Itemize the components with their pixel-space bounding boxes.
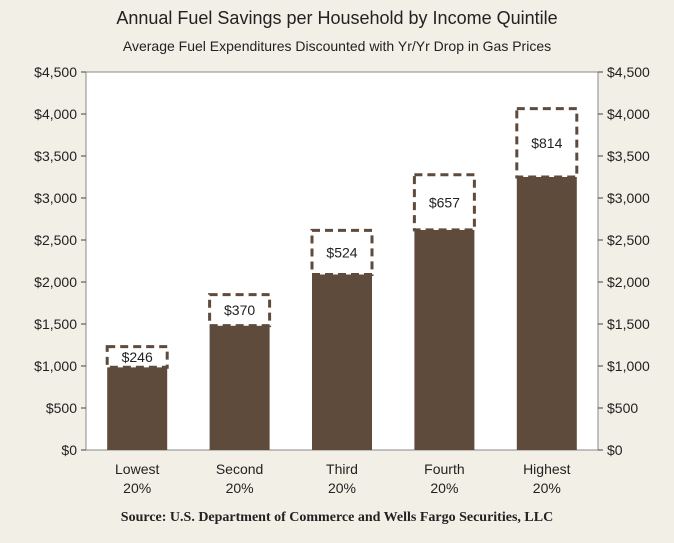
x-tick-label: 20% <box>123 480 151 496</box>
x-tick-label: Highest <box>523 461 571 477</box>
data-label: $370 <box>224 302 255 318</box>
y-tick-label-left: $3,500 <box>34 148 77 164</box>
data-label: $246 <box>122 349 153 365</box>
x-tick-label: 20% <box>226 480 254 496</box>
chart-subtitle: Average Fuel Expenditures Discounted wit… <box>122 38 552 54</box>
bar-savings <box>310 228 374 276</box>
y-tick-label-left: $0 <box>61 442 77 458</box>
y-tick-label-right: $4,500 <box>607 64 650 80</box>
y-tick-label-right: $2,000 <box>607 274 650 290</box>
bar-expenditure <box>107 367 168 450</box>
y-tick-label-right: $1,000 <box>607 358 650 374</box>
y-tick-label-right: $0 <box>607 442 623 458</box>
data-label: $524 <box>326 244 357 260</box>
data-label: $657 <box>429 194 460 210</box>
x-tick-label: 20% <box>430 480 458 496</box>
y-tick-label-right: $3,500 <box>607 148 650 164</box>
bar-expenditure <box>209 325 270 450</box>
x-tick-label: Second <box>216 461 263 477</box>
y-tick-label-left: $4,500 <box>34 64 77 80</box>
y-tick-label-left: $500 <box>46 400 77 416</box>
y-tick-label-right: $2,500 <box>607 232 650 248</box>
y-tick-label-left: $4,000 <box>34 106 77 122</box>
bar-expenditure <box>516 177 577 450</box>
bar-savings <box>105 345 169 369</box>
y-tick-label-left: $1,500 <box>34 316 77 332</box>
y-tick-label-left: $2,000 <box>34 274 77 290</box>
x-tick-label: Third <box>326 461 358 477</box>
bar-chart: $0 $0 $500 $500 $1,000 $1,000 $1,500 $1,500 $2,0… <box>34 64 650 496</box>
bar-savings <box>208 293 272 328</box>
x-tick-label: 20% <box>533 480 561 496</box>
y-tick-label-right: $1,500 <box>607 316 650 332</box>
bar-expenditure <box>312 274 372 450</box>
bar-savings <box>515 107 579 179</box>
data-label: $814 <box>531 135 562 151</box>
bar-savings <box>412 173 476 232</box>
y-tick-label-left: $1,000 <box>34 358 77 374</box>
y-tick-label-left: $3,000 <box>34 190 77 206</box>
y-tick-label-right: $4,000 <box>607 106 650 122</box>
y-tick-label-right: $3,000 <box>607 190 650 206</box>
chart-title: Annual Fuel Savings per Household by Inc… <box>116 8 558 28</box>
x-tick-label: Fourth <box>424 461 464 477</box>
x-tick-label: 20% <box>328 480 356 496</box>
y-tick-label-right: $500 <box>607 400 638 416</box>
y-tick-label-left: $2,500 <box>34 232 77 248</box>
bar-expenditure <box>414 229 475 450</box>
source-note: Source: U.S. Department of Commerce and … <box>120 510 554 525</box>
x-tick-label: Lowest <box>115 461 159 477</box>
